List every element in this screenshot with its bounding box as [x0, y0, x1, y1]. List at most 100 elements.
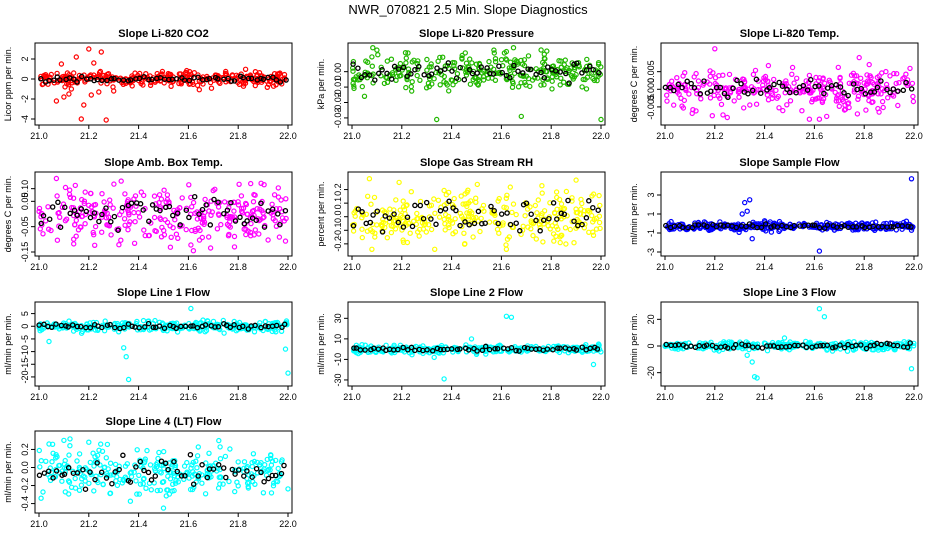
reference-point	[695, 222, 702, 228]
reference-point	[675, 81, 682, 88]
reference-point	[688, 80, 694, 87]
x-tick-label: 21.8	[855, 262, 873, 272]
data-point	[390, 223, 396, 230]
data-point	[863, 107, 869, 113]
plot-frame	[660, 301, 919, 387]
reference-point	[759, 345, 766, 351]
data-point	[264, 84, 270, 91]
reference-point	[57, 224, 64, 230]
data-point	[458, 193, 464, 199]
data-point	[91, 242, 98, 248]
data-point	[491, 50, 497, 56]
reference-point	[127, 479, 134, 485]
data-point	[101, 464, 108, 471]
data-point	[552, 210, 558, 216]
data-point	[205, 234, 212, 240]
outlier-point	[908, 176, 915, 182]
reference-point	[816, 224, 823, 231]
data-point	[446, 216, 452, 223]
data-point	[97, 441, 104, 447]
data-point	[132, 218, 138, 225]
reference-point	[671, 87, 677, 94]
y-tick-label: -0.005	[646, 94, 656, 120]
reference-point	[215, 199, 221, 205]
data-point	[164, 322, 171, 328]
data-point	[440, 350, 447, 356]
data-point	[478, 215, 484, 222]
data-point	[553, 74, 560, 80]
reference-point	[240, 323, 246, 330]
data-point	[462, 191, 468, 197]
outlier-point	[908, 366, 915, 372]
y-tick-label: -20	[646, 366, 656, 379]
data-point	[216, 437, 222, 444]
y-axis-label: percent per min.	[316, 181, 326, 246]
reference-point	[742, 342, 749, 349]
reference-point	[488, 203, 494, 210]
data-point	[414, 210, 420, 217]
data-point	[48, 227, 54, 234]
data-point	[893, 80, 899, 87]
reference-point	[412, 202, 418, 209]
data-point	[580, 76, 586, 83]
outlier-point	[190, 247, 197, 254]
chart-panel-9: Slope Line 3 Flow 21.0 21.2 21.4 21.6 21.8 22.…	[629, 287, 923, 402]
data-point	[194, 216, 201, 222]
reference-point	[575, 222, 581, 229]
data-point	[231, 208, 237, 214]
data-point	[252, 192, 258, 198]
data-point	[351, 83, 357, 89]
data-point	[59, 478, 65, 484]
data-point	[695, 78, 702, 84]
outlier-point	[749, 359, 755, 365]
data-point	[404, 76, 410, 83]
reference-point	[417, 202, 424, 209]
reference-point	[708, 88, 714, 94]
reference-point	[265, 208, 271, 214]
reference-point	[183, 207, 190, 213]
reference-point	[663, 341, 669, 348]
data-point	[470, 234, 476, 240]
data-point	[469, 210, 475, 216]
reference-point	[186, 77, 193, 84]
data-point	[207, 245, 214, 251]
data-point	[414, 72, 420, 79]
reference-point	[832, 344, 839, 350]
y-axis-label: degrees C per min.	[3, 176, 13, 253]
reference-point	[590, 66, 596, 73]
y-tick-label: 0.0	[333, 210, 343, 223]
data-point	[431, 75, 437, 82]
data-point	[436, 214, 443, 220]
data-point	[257, 206, 263, 212]
reference-point	[149, 202, 156, 208]
x-tick-label: 21.8	[542, 262, 560, 272]
reference-point	[46, 216, 53, 222]
data-point	[558, 201, 565, 207]
data-point	[382, 220, 388, 227]
data-point	[279, 457, 285, 463]
y-tick-label: 1	[646, 211, 656, 216]
reference-point	[207, 222, 214, 228]
reference-point	[174, 210, 181, 216]
data-point	[562, 225, 569, 231]
x-tick-label: 21.8	[855, 392, 873, 402]
reference-point	[162, 460, 169, 467]
data-point	[151, 480, 157, 486]
data-point	[196, 86, 202, 93]
data-point	[539, 210, 545, 217]
reference-point	[395, 219, 402, 226]
data-point	[479, 205, 485, 212]
data-point	[90, 231, 97, 238]
reference-point	[279, 324, 285, 331]
data-point	[698, 96, 704, 102]
y-tick-label: 0.00	[333, 63, 343, 81]
reference-point	[78, 206, 85, 212]
plot-frame	[347, 301, 606, 387]
data-point	[265, 237, 271, 243]
reference-point	[231, 78, 238, 84]
reference-point	[745, 342, 752, 348]
data-point	[276, 205, 283, 212]
data-point	[261, 466, 267, 472]
reference-point	[511, 62, 517, 69]
data-point	[467, 81, 474, 87]
